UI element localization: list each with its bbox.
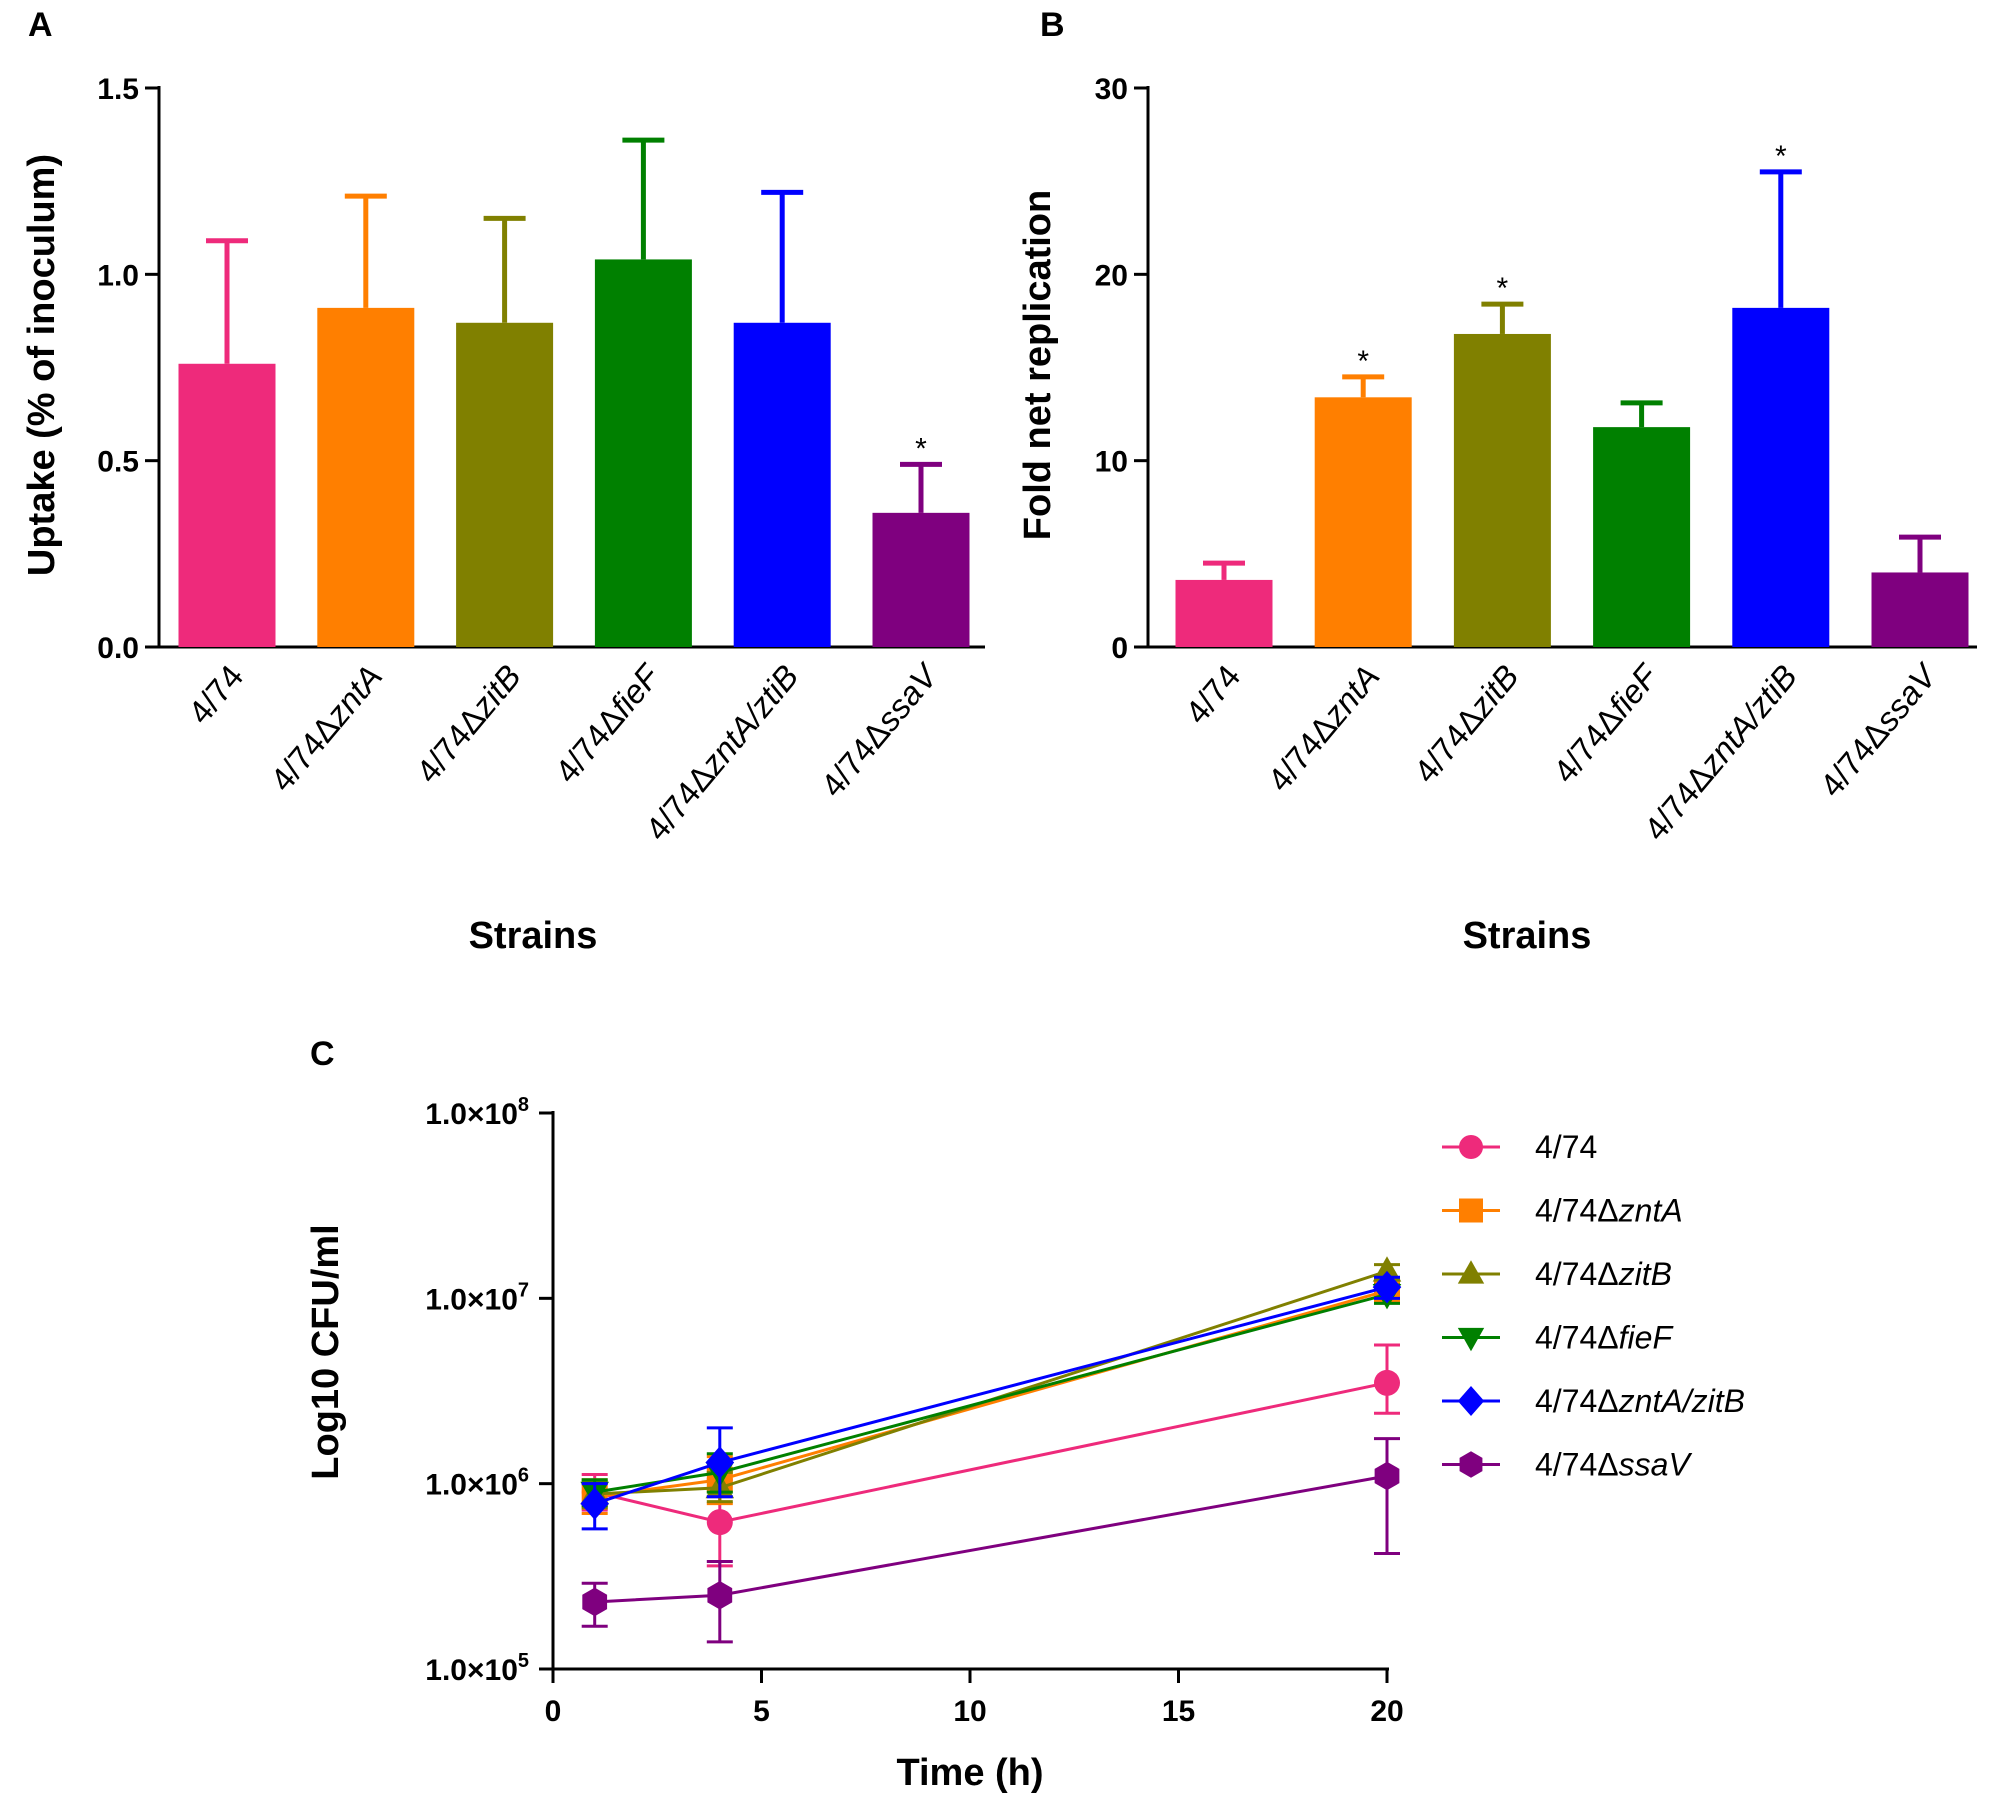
panel-c-legend-marker <box>1457 1327 1485 1352</box>
panel-b-category-label: 4/74ΔzitB <box>1407 658 1526 790</box>
panel-a-bar <box>317 307 415 647</box>
panel-a-x-axis-title: Strains <box>469 915 598 957</box>
panel-c-data-point <box>705 1446 735 1479</box>
panel-c-legend-marker <box>1459 1451 1483 1478</box>
panel-c-legend: 4/74 4/74ΔzntA 4/74ΔzitB 4/74ΔfieF 4/74ΔzntA… <box>1442 1129 1745 1483</box>
panel-b-category-label: 4/74ΔzntA/ztiB <box>1637 658 1805 848</box>
panel-a-y-tick-label: 0.0 <box>97 632 139 665</box>
panel-c-data-point <box>1374 1461 1400 1491</box>
panel-c-x-axis-title: Time (h) <box>896 1752 1043 1794</box>
panel-a-y-tick-label: 1.0 <box>97 259 139 292</box>
panel-b-significance-marker: * <box>1775 140 1787 173</box>
panel-c-series-zitB <box>580 1256 1402 1510</box>
panel-c-line-chart: Log10 CFU/ml Time (h) 1.0×105 1.0×106 1.0×… <box>305 1094 1745 1794</box>
panel-c-series-fieF <box>580 1283 1402 1508</box>
panel-c-legend-marker <box>1457 1386 1485 1416</box>
panel-c-y-tick-label: 1.0×107 <box>425 1279 529 1316</box>
panel-c-x-tick-label: 10 <box>953 1695 986 1728</box>
panel-b-bar <box>1175 579 1273 647</box>
panel-c-legend-label: 4/74 <box>1535 1129 1597 1165</box>
panel-c-data-point <box>1374 1369 1400 1396</box>
panel-letter-a: A <box>28 6 53 44</box>
panel-c-y-tick-label: 1.0×106 <box>425 1465 529 1502</box>
panel-c-legend-marker <box>1459 1135 1483 1159</box>
panel-c-x-tick-label: 20 <box>1370 1695 1403 1728</box>
panel-c-series-zntA <box>581 1277 1400 1516</box>
panel-b-bar <box>1314 397 1412 647</box>
panel-b-y-tick-label: 0 <box>1111 632 1128 665</box>
panel-c-legend-marker <box>1459 1198 1483 1223</box>
panel-b-bar <box>1871 572 1969 647</box>
panel-c-data-point <box>1372 1270 1402 1304</box>
panel-c-x-tick-label: 5 <box>753 1695 770 1728</box>
panel-a-bar <box>872 512 970 647</box>
panel-c-legend-marker <box>1457 1260 1485 1284</box>
panel-a-category-label: 4/74ΔssaV <box>813 655 946 803</box>
panel-c-x-tick-label: 0 <box>545 1695 562 1728</box>
panel-b-y-tick-label: 20 <box>1095 259 1128 292</box>
panel-a-y-tick-label: 1.5 <box>97 73 139 106</box>
panel-a-bar <box>733 322 831 647</box>
panel-c-series-ssaV <box>581 1437 1400 1644</box>
panel-a-bar <box>594 259 692 647</box>
panel-a-y-tick-label: 0.5 <box>97 446 139 479</box>
panel-b-category-label: 4/74 <box>1178 658 1248 731</box>
panel-b-y-tick-label: 30 <box>1095 73 1128 106</box>
panel-c-series-wildtype <box>581 1343 1400 1568</box>
panel-c-y-axis-title: Log10 CFU/ml <box>305 1224 347 1479</box>
panel-c-data-point <box>582 1587 608 1617</box>
panel-c-x-tick-label: 15 <box>1162 1695 1195 1728</box>
panel-a-category-label: 4/74 <box>181 658 251 731</box>
panel-c-legend-label: 4/74ΔzntA/zitB <box>1535 1383 1745 1419</box>
panel-b-category-label: 4/74ΔssaV <box>1812 655 1945 803</box>
panel-a-y-axis-title: Uptake (% of inoculum) <box>21 154 63 576</box>
panel-b-bar <box>1593 427 1691 647</box>
panel-letter-c: C <box>310 1035 335 1073</box>
panel-b-category-label: 4/74ΔzntA <box>1260 658 1386 798</box>
panel-c-data-point <box>580 1487 609 1520</box>
panel-c-legend-label: 4/74ΔfieF <box>1535 1320 1674 1356</box>
panel-c-data-point <box>706 1509 733 1536</box>
panel-b-significance-marker: * <box>1357 345 1369 378</box>
panel-b-bar <box>1732 307 1830 647</box>
panel-b-bar <box>1453 333 1551 647</box>
panel-c-y-tick-label: 1.0×105 <box>425 1650 529 1687</box>
panel-letter-b: B <box>1040 6 1065 44</box>
panel-a-category-label: 4/74ΔzitB <box>409 658 528 790</box>
panel-c-data-point <box>1372 1256 1402 1282</box>
panel-c-y-tick-label: 1.0×108 <box>425 1094 529 1131</box>
panel-c-series-zntA-zitB <box>580 1270 1402 1531</box>
panel-a-bar-chart: Uptake (% of inoculum) Strains 0.0 0.5 1.0… <box>21 73 985 957</box>
panel-a-category-label: 4/74ΔzntA <box>263 658 389 798</box>
panel-a-category-label: 4/74ΔfieF <box>548 656 668 789</box>
panel-a-category-label: 4/74ΔzntA/ztiB <box>638 658 806 848</box>
panel-c-legend-label: 4/74ΔzntA <box>1535 1193 1683 1229</box>
panel-b-bar-chart: Fold net replication Strains 0 10 20 30 4/74… <box>1017 73 1977 957</box>
panel-b-significance-marker: * <box>1497 272 1509 305</box>
panel-a-significance-marker: * <box>915 432 927 465</box>
panel-c-data-point <box>707 1580 733 1610</box>
panel-c-legend-label: 4/74ΔzitB <box>1535 1256 1672 1292</box>
panel-a-bar <box>456 322 554 647</box>
panel-b-y-axis-title: Fold net replication <box>1017 190 1059 540</box>
panel-b-category-label: 4/74ΔfieF <box>1546 656 1666 789</box>
panel-c-legend-label: 4/74ΔssaV <box>1535 1447 1692 1483</box>
panel-b-y-tick-label: 10 <box>1095 446 1128 479</box>
panel-b-x-axis-title: Strains <box>1463 915 1592 957</box>
panel-a-bar <box>178 363 276 647</box>
